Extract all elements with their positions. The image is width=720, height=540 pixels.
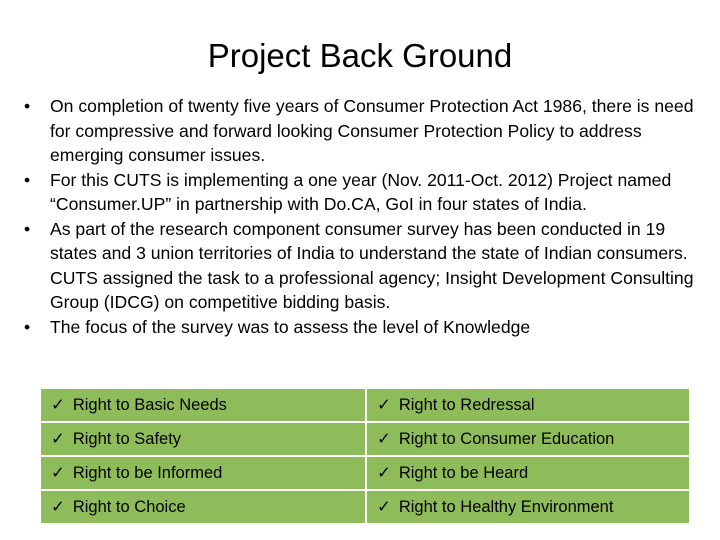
table-row: ✓ Right to Choice ✓ Right to Healthy Envir… (40, 490, 690, 524)
cell-text: Right to Basic Needs (72, 396, 227, 414)
table-cell: ✓ Right to Safety (40, 422, 366, 456)
cell-text: Right to Safety (72, 430, 182, 448)
table-cell: ✓ Right to Consumer Education (366, 422, 690, 456)
table-row: ✓ Right to Safety ✓ Right to Consumer Educ… (40, 422, 690, 456)
checkmark-icon: ✓ (51, 464, 65, 482)
table-cell: ✓ Right to Basic Needs (40, 388, 366, 422)
cell-text: Right to be Heard (398, 464, 529, 482)
checkmark-icon: ✓ (377, 464, 391, 482)
checkmark-icon: ✓ (51, 498, 65, 516)
cell-text: Right to Choice (72, 498, 186, 516)
checkmark-icon: ✓ (377, 430, 391, 448)
bullet-icon: • (24, 316, 31, 337)
bullet-text: For this CUTS is implementing a one year… (50, 169, 672, 215)
table-cell: ✓ Right to Redressal (366, 388, 690, 422)
bullet-text: As part of the research component consum… (50, 218, 694, 313)
bullet-icon: • (24, 169, 31, 190)
table-row: ✓ Right to Basic Needs ✓ Right to Redressa… (40, 388, 690, 422)
table-cell: ✓ Right to be Informed (40, 456, 366, 490)
checkmark-icon: ✓ (51, 430, 65, 448)
checkmark-icon: ✓ (377, 498, 391, 516)
bullet-item: • The focus of the survey was to assess … (0, 315, 720, 340)
cell-text: Right to Consumer Education (398, 430, 615, 448)
table-cell: ✓ Right to be Heard (366, 456, 690, 490)
cell-text: Right to Redressal (398, 396, 535, 414)
bullet-item: • On completion of twenty five years of … (0, 94, 720, 168)
bullet-text: On completion of twenty five years of Co… (50, 96, 694, 165)
bullet-text: The focus of the survey was to assess th… (50, 316, 531, 337)
bullet-icon: • (24, 218, 31, 239)
consumer-rights-table: ✓ Right to Basic Needs ✓ Right to Redressa… (40, 388, 690, 524)
bullet-item: • For this CUTS is implementing a one ye… (0, 168, 720, 217)
table-cell: ✓ Right to Choice (40, 490, 366, 524)
table-cell: ✓ Right to Healthy Environment (366, 490, 690, 524)
checkmark-icon: ✓ (377, 396, 391, 414)
slide-title: Project Back Ground (207, 37, 513, 74)
bullet-item: • As part of the research component cons… (0, 217, 720, 315)
table-row: ✓ Right to be Informed ✓ Right to be Heard (40, 456, 690, 490)
bullet-icon: • (24, 96, 31, 116)
cell-text: Right to be Informed (72, 464, 223, 482)
checkmark-icon: ✓ (51, 396, 65, 414)
bullet-list: • On completion of twenty five years of … (0, 94, 720, 386)
cell-text: Right to Healthy Environment (398, 498, 614, 516)
